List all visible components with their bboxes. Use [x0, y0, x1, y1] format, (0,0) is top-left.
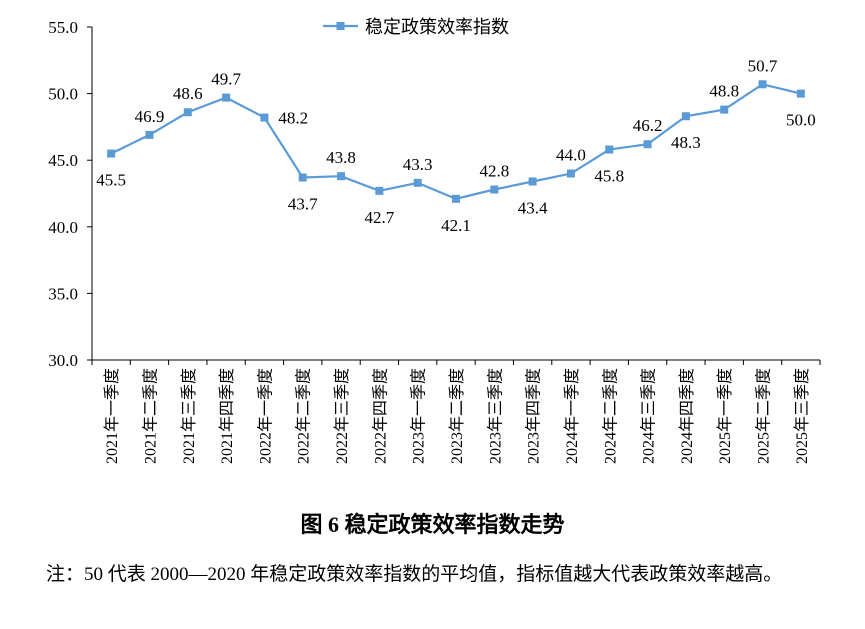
data-label: 44.0 [556, 146, 586, 165]
x-tick-label: 2022年四季度 [371, 368, 389, 464]
data-point [413, 178, 422, 187]
data-point [643, 140, 652, 149]
x-tick-label: 2024年二季度 [601, 368, 619, 464]
data-label: 46.9 [135, 107, 165, 126]
data-point [681, 112, 690, 121]
x-tick-label: 2023年一季度 [410, 368, 428, 464]
x-tick-label: 2025年二季度 [755, 368, 773, 464]
x-tick-label: 2024年一季度 [563, 368, 581, 464]
data-point [720, 105, 729, 114]
data-label: 43.7 [288, 195, 318, 214]
legend-marker [336, 22, 345, 30]
x-tick-label: 2021年一季度 [103, 368, 121, 464]
x-tick-label: 2021年三季度 [180, 368, 198, 464]
data-point [528, 177, 537, 186]
data-point [337, 172, 346, 181]
data-point [490, 185, 499, 194]
data-label: 45.5 [96, 171, 126, 190]
x-tick-label: 2023年二季度 [448, 368, 466, 464]
data-point [796, 89, 805, 98]
data-point [298, 173, 307, 182]
data-label: 43.8 [326, 148, 356, 167]
x-tick-label: 2024年三季度 [640, 368, 658, 464]
data-label: 42.1 [441, 216, 471, 235]
data-label: 50.0 [786, 111, 816, 130]
y-tick-label: 50.0 [48, 85, 78, 104]
x-tick-label: 2021年二季度 [141, 368, 159, 464]
data-point [375, 186, 384, 195]
data-label: 48.6 [173, 84, 203, 103]
data-label: 48.3 [671, 133, 701, 152]
x-tick-label: 2023年四季度 [525, 368, 543, 464]
x-tick-label: 2024年四季度 [678, 368, 696, 464]
x-tick-label: 2022年三季度 [333, 368, 351, 464]
x-tick-label: 2023年三季度 [486, 368, 504, 464]
data-point [107, 149, 116, 158]
data-point [605, 145, 614, 154]
x-tick-label: 2021年四季度 [218, 368, 236, 464]
data-point [566, 169, 575, 178]
data-point [260, 113, 269, 122]
data-label: 46.2 [633, 116, 663, 135]
x-tick-label: 2022年一季度 [256, 368, 274, 464]
data-point [183, 108, 192, 117]
y-tick-label: 30.0 [48, 351, 78, 370]
data-label: 42.8 [479, 162, 509, 181]
x-tick-label: 2025年一季度 [716, 368, 734, 464]
figure-caption: 图 6 稳定政策效率指数走势 [300, 512, 565, 537]
data-label: 43.4 [518, 199, 548, 218]
y-tick-label: 40.0 [48, 218, 78, 237]
data-point [758, 80, 767, 89]
data-label: 45.8 [594, 167, 624, 186]
data-label: 50.7 [748, 56, 778, 75]
data-label: 48.8 [709, 82, 739, 101]
y-tick-label: 45.0 [48, 151, 78, 170]
y-tick-label: 35.0 [48, 284, 78, 303]
y-tick-label: 55.0 [48, 18, 78, 37]
data-label: 43.3 [403, 155, 433, 174]
line-chart: 30.0 35.0 40.0 45.0 50.0 55.0 2021年一季度 2021年二季度… [48, 17, 821, 464]
x-tick-label: 2025年三季度 [793, 368, 811, 464]
data-point [452, 194, 460, 203]
data-label: 49.7 [211, 70, 241, 89]
figure-note: 注：50 代表 2000—2020 年稳定政策效率指数的平均值，指标值越大代表政… [46, 564, 783, 585]
data-label: 48.2 [278, 109, 308, 128]
x-tick-label: 2022年二季度 [295, 368, 313, 464]
data-point [222, 93, 231, 102]
data-point [145, 130, 154, 139]
data-label: 42.7 [364, 208, 394, 227]
legend-label: 稳定政策效率指数 [365, 17, 509, 37]
